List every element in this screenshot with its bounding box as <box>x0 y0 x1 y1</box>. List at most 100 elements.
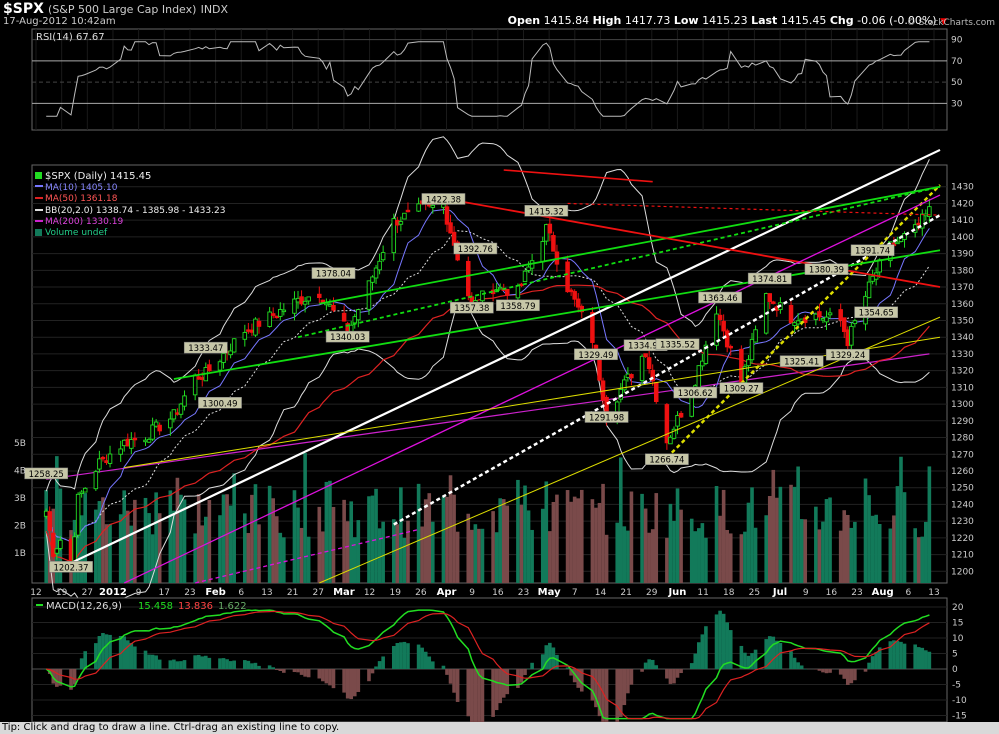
macd-histogram-bar <box>79 658 84 669</box>
macd-histogram-bar <box>370 669 375 674</box>
candle-body <box>912 224 918 233</box>
volume-bar <box>895 486 900 583</box>
price-annotation: 1258.25 <box>24 467 69 480</box>
macd-histogram-bar <box>374 666 378 669</box>
candle-body <box>253 318 258 336</box>
volume-bar <box>200 525 205 583</box>
trendlines[interactable] <box>70 148 941 584</box>
macd-histogram-bar <box>420 647 424 669</box>
volume-bar <box>700 523 705 583</box>
candle-body <box>317 293 322 298</box>
price-annotation: 1392.76 <box>453 242 498 255</box>
macd-histogram-bar <box>728 630 733 669</box>
macd-histogram-bar <box>626 669 630 694</box>
macd-panel-frame <box>31 597 948 722</box>
macd-histogram-bar <box>629 669 634 685</box>
annotation-label: 1333.47 <box>188 344 223 354</box>
tip-bar: Tip: Click and drag to draw a line. Ctrl… <box>0 722 999 734</box>
date-tick-label: 21 <box>287 588 298 598</box>
date-tick-label: 9 <box>469 588 475 598</box>
macd-histogram-bar <box>232 660 236 669</box>
volume-bar <box>296 507 300 583</box>
macd-histogram-bar <box>72 669 77 685</box>
price-tick-label: 1220 <box>951 534 974 544</box>
candle-body <box>299 296 304 305</box>
macd-histogram <box>44 610 932 722</box>
macd-legend-label: MACD(12,26,9) <box>46 601 122 612</box>
price-annotations: 1202.37 1258.25 1300.49 1333.47 1340.03 1378.… <box>24 193 899 573</box>
volume-bar <box>668 503 673 583</box>
macd-histogram-bar <box>122 636 127 669</box>
price-annotation: 1309.27 <box>719 382 764 395</box>
chg-value: -0.06 (-0.00%) <box>857 14 937 27</box>
macd-histogram-bar <box>441 665 446 669</box>
chg-label: Chg <box>829 14 854 27</box>
candle-body <box>700 360 705 367</box>
volume-bar <box>714 486 719 583</box>
price-panel: 1202.37 1258.25 1300.49 1333.47 1340.03 1378.… <box>14 136 974 604</box>
macd-histogram-bar <box>771 636 776 669</box>
macd-histogram-bar <box>321 669 325 682</box>
macd-legend-value: 15.458 <box>138 601 173 612</box>
volume-bar <box>927 466 932 583</box>
macd-histogram-bar <box>175 661 180 669</box>
annotation-box <box>453 242 498 255</box>
candle-body <box>849 325 854 346</box>
macd-histogram-bar <box>228 661 233 669</box>
macd-histogram-bar <box>845 669 850 685</box>
volume-bar <box>342 499 346 583</box>
date-tick-label: Aug <box>872 587 894 598</box>
date-axis: 12 19 27 2012 9 17 23 Feb 6 13 21 27 Mar 12 19 26 Apr 9 16… <box>30 587 939 598</box>
price-tick-label: 1270 <box>951 450 974 460</box>
macd-histogram-bar <box>697 642 701 669</box>
macd-histogram-bar <box>246 660 251 669</box>
bollinger-bands <box>45 136 930 604</box>
candle-body <box>749 338 755 361</box>
candle-body <box>274 315 279 319</box>
date-tick-label: 2012 <box>99 587 127 598</box>
volume-bar <box>292 490 297 583</box>
macd-histogram-bar <box>824 669 829 674</box>
macd-signal-value: 13.836 <box>178 601 213 612</box>
candle-body <box>650 369 655 382</box>
candle-body <box>370 276 375 283</box>
macd-line <box>45 609 930 720</box>
annotation-label: 1291.98 <box>589 413 624 423</box>
candle-body <box>228 350 233 356</box>
candle-body <box>231 338 237 353</box>
trendline-red-dashed <box>567 202 941 216</box>
candle-body <box>143 439 148 443</box>
volume-bar <box>76 519 80 583</box>
volume-bar <box>743 531 747 583</box>
candle-body <box>721 320 726 332</box>
macd-histogram-bar <box>718 610 722 669</box>
candle-body <box>827 312 833 316</box>
quote-summary: Open 1415.84 High 1417.73 Low 1415.23 La… <box>508 14 947 27</box>
macd-histogram-bar <box>207 657 212 669</box>
volume-bar <box>721 489 726 583</box>
date-tick-label: 13 <box>261 588 272 598</box>
candle-body <box>565 261 570 293</box>
annotation-label: 1422.38 <box>426 195 461 205</box>
annotation-box <box>854 306 899 318</box>
volume-bar <box>143 497 148 583</box>
macd-histogram-bar <box>391 646 396 669</box>
candle-body <box>714 313 719 346</box>
volume-bar <box>629 491 634 583</box>
candle-body <box>792 322 797 326</box>
price-annotation: 1415.32 <box>524 205 569 217</box>
price-tick-label: 1340 <box>951 333 974 343</box>
candle-body <box>75 493 81 536</box>
volume-bar <box>321 531 325 583</box>
macd-histogram-bar <box>863 669 868 672</box>
volume-bar <box>427 493 432 583</box>
price-annotation: 1329.49 <box>574 348 618 361</box>
candle-body <box>625 373 631 378</box>
volume-bar <box>232 473 236 583</box>
volume-bar <box>916 537 921 583</box>
volume-bar <box>920 536 925 583</box>
volume-bar <box>778 486 783 583</box>
volume-bar <box>718 515 722 583</box>
annotation-label: 1309.27 <box>724 385 759 395</box>
